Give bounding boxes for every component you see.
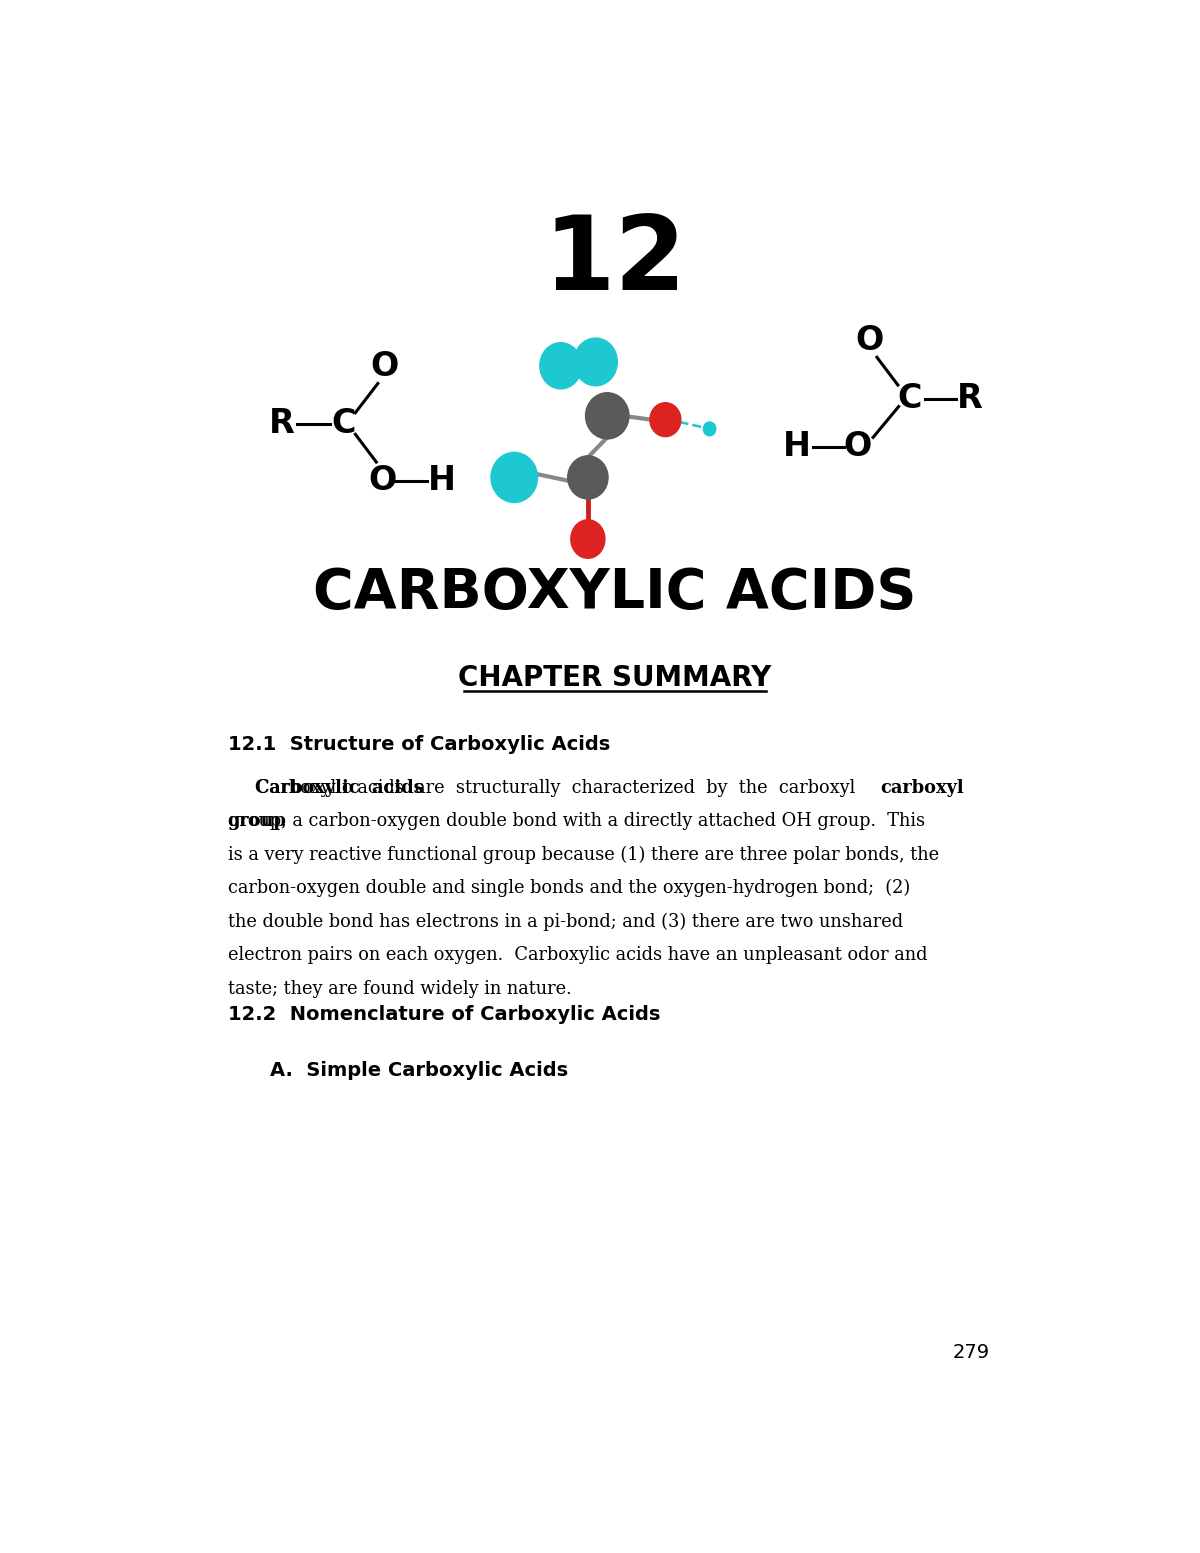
Text: CHAPTER SUMMARY: CHAPTER SUMMARY: [458, 663, 772, 691]
Text: Carboxylic  acids: Carboxylic acids: [256, 778, 424, 797]
Text: O: O: [844, 430, 871, 463]
Text: O: O: [368, 464, 397, 497]
Text: group, a carbon-oxygen double bond with a directly attached OH group.  This: group, a carbon-oxygen double bond with …: [228, 812, 925, 831]
Text: taste; they are found widely in nature.: taste; they are found widely in nature.: [228, 980, 571, 997]
Text: H: H: [784, 430, 811, 463]
Ellipse shape: [703, 422, 715, 436]
Ellipse shape: [586, 393, 629, 439]
Ellipse shape: [491, 452, 538, 503]
Text: electron pairs on each oxygen.  Carboxylic acids have an unpleasant odor and: electron pairs on each oxygen. Carboxyli…: [228, 946, 928, 964]
Text: O: O: [856, 325, 883, 357]
Text: Carboxylic acids  are  structurally  characterized  by  the  carboxyl: Carboxylic acids are structurally charac…: [228, 778, 854, 797]
Text: R: R: [958, 382, 983, 415]
Text: group: group: [228, 812, 287, 831]
Ellipse shape: [571, 520, 605, 558]
Text: is a very reactive functional group because (1) there are three polar bonds, the: is a very reactive functional group beca…: [228, 845, 938, 863]
Text: 12.2  Nomenclature of Carboxylic Acids: 12.2 Nomenclature of Carboxylic Acids: [228, 1005, 660, 1023]
Text: A.  Simple Carboxylic Acids: A. Simple Carboxylic Acids: [270, 1061, 569, 1079]
Text: R: R: [269, 407, 295, 439]
Text: 12.1  Structure of Carboxylic Acids: 12.1 Structure of Carboxylic Acids: [228, 735, 610, 755]
Text: H: H: [427, 464, 456, 497]
Ellipse shape: [540, 343, 582, 388]
Text: carboxyl: carboxyl: [880, 778, 964, 797]
Text: 12: 12: [544, 211, 686, 312]
Text: 279: 279: [953, 1343, 990, 1362]
Text: O: O: [370, 349, 398, 384]
Text: C: C: [898, 382, 922, 415]
Text: C: C: [331, 407, 356, 439]
Ellipse shape: [574, 339, 617, 385]
Ellipse shape: [650, 402, 680, 436]
Text: the double bond has electrons in a pi-bond; and (3) there are two unshared: the double bond has electrons in a pi-bo…: [228, 913, 902, 930]
Ellipse shape: [568, 457, 608, 499]
Text: carbon-oxygen double and single bonds and the oxygen-hydrogen bond;  (2): carbon-oxygen double and single bonds an…: [228, 879, 910, 898]
Text: CARBOXYLIC ACIDS: CARBOXYLIC ACIDS: [313, 565, 917, 620]
